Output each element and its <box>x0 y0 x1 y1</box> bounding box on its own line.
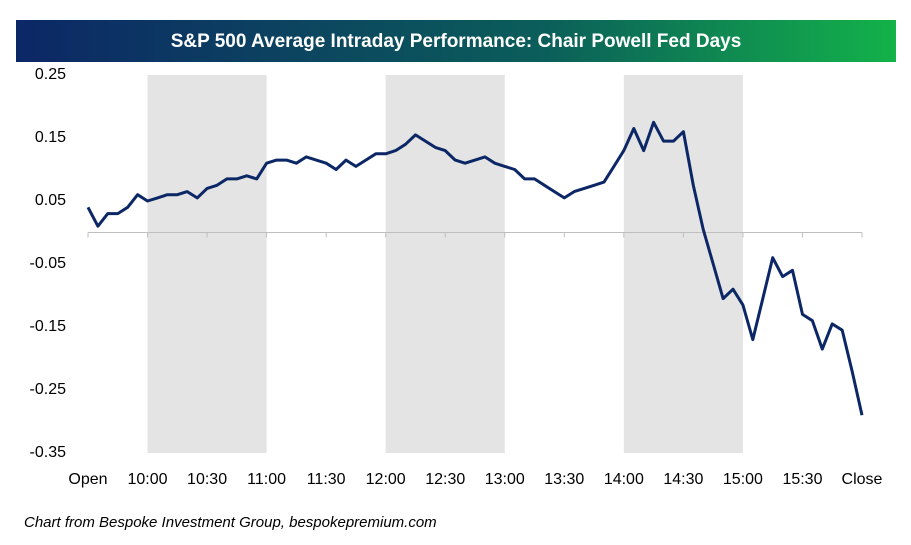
x-tick-label: Open <box>68 471 107 488</box>
x-tick-label: 13:00 <box>485 471 525 488</box>
x-tick-label: 10:30 <box>187 471 227 488</box>
y-tick-label: 0.25 <box>35 66 66 83</box>
y-tick-label: 0.05 <box>35 192 66 209</box>
shaded-band <box>147 75 267 453</box>
y-tick-label: -0.25 <box>30 381 67 398</box>
y-tick-label: -0.15 <box>30 318 67 335</box>
y-tick-label: -0.05 <box>30 255 67 272</box>
x-tick-label: 14:30 <box>663 471 703 488</box>
x-tick-label: 15:00 <box>723 471 763 488</box>
title-bar <box>16 20 896 62</box>
shaded-band <box>385 75 505 453</box>
x-tick-label: 10:00 <box>128 471 168 488</box>
x-tick-label: 12:00 <box>366 471 406 488</box>
x-tick-label: Close <box>842 471 883 488</box>
source-note: Chart from Bespoke Investment Group, bes… <box>24 514 437 531</box>
chart-title: S&P 500 Average Intraday Performance: Ch… <box>171 31 742 52</box>
x-tick-label: 12:30 <box>425 471 465 488</box>
x-tick-label: 14:00 <box>604 471 644 488</box>
x-tick-label: 11:00 <box>247 471 286 488</box>
y-tick-label: 0.15 <box>35 129 66 146</box>
x-tick-label: 11:30 <box>307 471 346 488</box>
x-tick-label: 13:30 <box>544 471 584 488</box>
x-tick-label: 15:30 <box>782 471 822 488</box>
series-line <box>86 120 864 416</box>
y-tick-label: -0.35 <box>30 444 67 461</box>
